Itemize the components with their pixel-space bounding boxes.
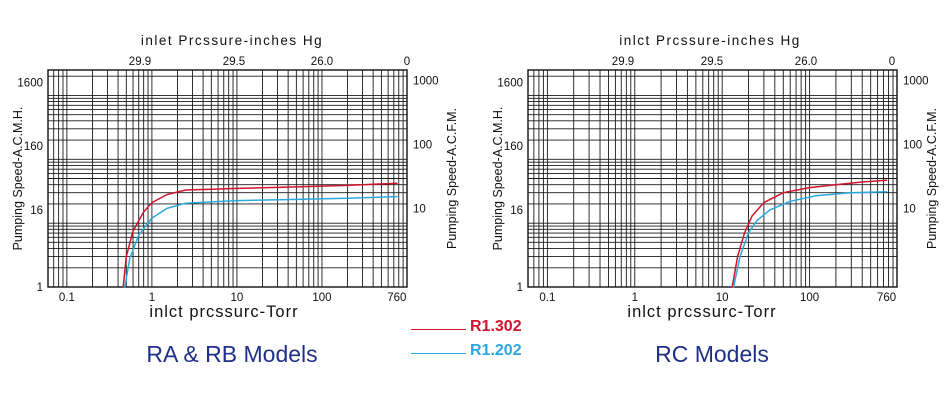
series-line-R1302 (731, 179, 888, 288)
grid (528, 70, 897, 288)
y-axis-label-left: Pumping Speed-A.C.M.H. (491, 107, 505, 251)
y-tick-label-left: 16 (30, 205, 43, 217)
x-axis-label: inlct prcssurc-Torr (149, 303, 298, 321)
top-tick-label: 0 (404, 56, 410, 68)
y-tick-label-left: 1 (37, 282, 43, 294)
top-tick-label: 0 (889, 56, 895, 68)
grid (48, 70, 407, 288)
y-tick-label-right: 100 (903, 140, 922, 152)
x-tick-label: 100 (312, 292, 331, 304)
series-line-R1202 (124, 195, 398, 288)
legend-line-r1302 (411, 329, 466, 330)
y-axis-label-right: Pumping Speed-A.C.F.M. (925, 108, 939, 249)
x-tick-label: 10 (716, 292, 729, 304)
series-line-R1302 (122, 182, 398, 288)
x-axis-label: inlct prcssurc-Torr (627, 303, 776, 321)
x-tick-label: 0.1 (59, 292, 75, 304)
legend-line-r1202 (411, 353, 466, 354)
y-axis-label-left: Pumping Speed-A.C.M.H. (11, 107, 25, 251)
x-tick-label: 1 (149, 292, 155, 304)
top-tick-label: 29.9 (612, 56, 634, 68)
chart-caption: RC Models (655, 341, 769, 367)
legend-label-r1302: R1.302 (470, 318, 522, 335)
y-tick-label-right: 10 (413, 203, 426, 215)
x-tick-label: 100 (800, 292, 819, 304)
chart-1: 0.1 1 10 100 760 1 16 160 1600 10 100 1000 29.9 29.5 2… (11, 33, 459, 367)
chart-2: 0.1 1 10 100 760 1 16 160 1600 10 100 1000 29.9 29.5 2… (491, 33, 939, 367)
chart-caption: RA & RB Models (146, 341, 317, 367)
y-tick-label-left: 16 (510, 205, 523, 217)
top-tick-label: 26.0 (795, 56, 817, 68)
x-tick-label: 760 (387, 292, 406, 304)
y-tick-label-left: 1 (517, 282, 523, 294)
top-tick-label: 29.9 (129, 56, 151, 68)
y-tick-label-right: 1000 (413, 76, 439, 88)
x-tick-label: 760 (877, 292, 896, 304)
top-tick-label: 29.5 (701, 56, 723, 68)
y-tick-label-right: 1000 (903, 76, 929, 88)
y-tick-label-right: 100 (413, 140, 432, 152)
plot-frame (527, 69, 898, 288)
top-axis-label: inlet Prcssure-inches Hg (141, 33, 323, 48)
top-axis-label: inlct Prcssure-inches Hg (619, 33, 801, 48)
series-line-R1202 (732, 191, 888, 288)
y-axis-label-right: Pumping Speed-A.C.F.M. (445, 108, 459, 249)
y-tick-label-right: 10 (903, 203, 916, 215)
y-tick-label-left: 160 (504, 141, 523, 153)
y-tick-label-left: 1600 (17, 77, 43, 89)
top-tick-label: 26.0 (311, 56, 333, 68)
top-tick-label: 29.5 (223, 56, 245, 68)
x-tick-label: 10 (231, 292, 244, 304)
y-tick-label-left: 1600 (497, 77, 523, 89)
legend-label-r1202: R1.202 (470, 342, 522, 359)
x-tick-label: 0.1 (539, 292, 555, 304)
plot-frame (47, 69, 408, 288)
y-tick-label-left: 160 (24, 141, 43, 153)
x-tick-label: 1 (632, 292, 638, 304)
